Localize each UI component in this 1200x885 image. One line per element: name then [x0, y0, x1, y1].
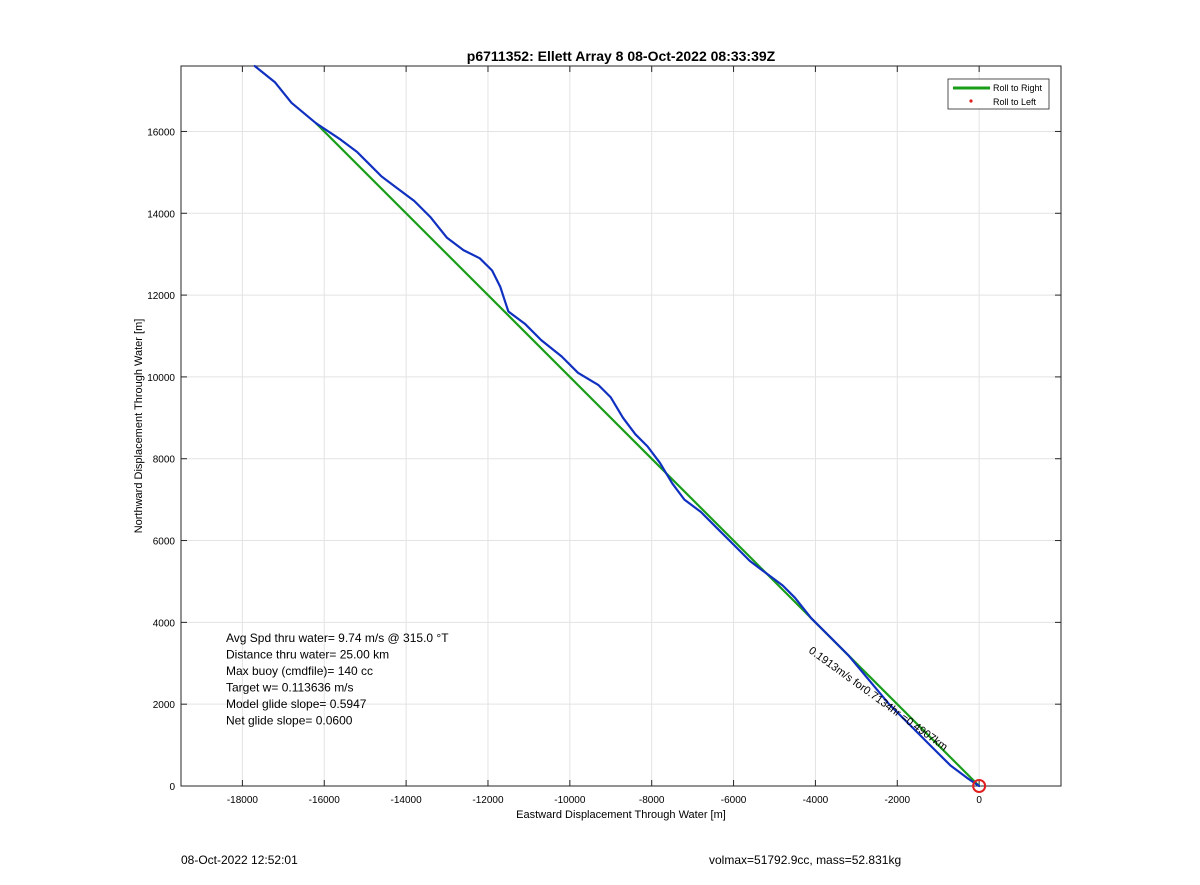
x-tick-label: -14000: [391, 795, 423, 806]
start-marker: [972, 779, 987, 793]
series-line-0: [315, 122, 981, 788]
annotation-line: Model glide slope= 0.5947: [226, 697, 367, 711]
curved-label: 0.1913m/s for0.7134hr =0.4907km: [806, 645, 949, 754]
annotation-line: Target w= 0.113636 m/s: [226, 681, 354, 695]
x-tick-label: -12000: [472, 795, 504, 806]
y-tick-label: 16000: [147, 127, 175, 138]
series-group: [253, 64, 981, 788]
y-tick-label: 6000: [153, 537, 176, 548]
annotation-block: Avg Spd thru water= 9.74 m/s @ 315.0 °T D…: [226, 631, 449, 728]
start-marker-group: [972, 779, 987, 793]
annotation-line: Avg Spd thru water= 9.74 m/s @ 315.0 °T: [226, 631, 449, 645]
legend: Roll to Right Roll to Left: [947, 78, 1050, 110]
legend-box: [947, 78, 1050, 110]
y-tick-label: 12000: [147, 291, 175, 302]
x-tick-label: -2000: [884, 795, 910, 806]
x-axis-label: Eastward Displacement Through Water [m]: [516, 809, 726, 821]
x-tick-label: -4000: [803, 795, 829, 806]
footer-timestamp: 08-Oct-2022 12:52:01: [181, 853, 298, 867]
series-line-1: [253, 64, 981, 788]
x-tick-label: -8000: [639, 795, 665, 806]
y-tick-label: 14000: [147, 209, 175, 220]
plot-area-frame: [180, 65, 1062, 787]
y-tick-label: 2000: [153, 700, 176, 711]
x-tick-label: -16000: [309, 795, 341, 806]
y-tick-label: 0: [169, 782, 175, 793]
annotation-line: Max buoy (cmdfile)= 140 cc: [226, 664, 373, 678]
axis-ticks: -18000 -16000 -14000 -12000 -10000 -8000 -6000…: [147, 66, 1061, 806]
chart-title: p6711352: Ellett Array 8 08-Oct-2022 08:…: [467, 48, 776, 64]
y-tick-label: 4000: [153, 618, 176, 629]
legend-swatch-roll-left: [969, 99, 973, 103]
legend-label-roll-left: Roll to Left: [993, 97, 1037, 107]
grid: [181, 66, 1061, 787]
x-tick-label: -18000: [227, 795, 259, 806]
footer-mass-info: volmax=51792.9cc, mass=52.831kg: [709, 853, 902, 867]
x-tick-label: -6000: [721, 795, 747, 806]
y-axis-label: Northward Displacement Through Water [m]: [133, 319, 145, 534]
x-tick-label: -10000: [554, 795, 586, 806]
legend-label-roll-right: Roll to Right: [993, 83, 1043, 93]
y-tick-label: 8000: [153, 455, 176, 466]
x-tick-label: 0: [976, 795, 982, 806]
annotation-line: Distance thru water= 25.00 km: [226, 648, 389, 662]
y-tick-label: 10000: [147, 373, 175, 384]
annotation-line: Net glide slope= 0.0600: [226, 714, 353, 728]
